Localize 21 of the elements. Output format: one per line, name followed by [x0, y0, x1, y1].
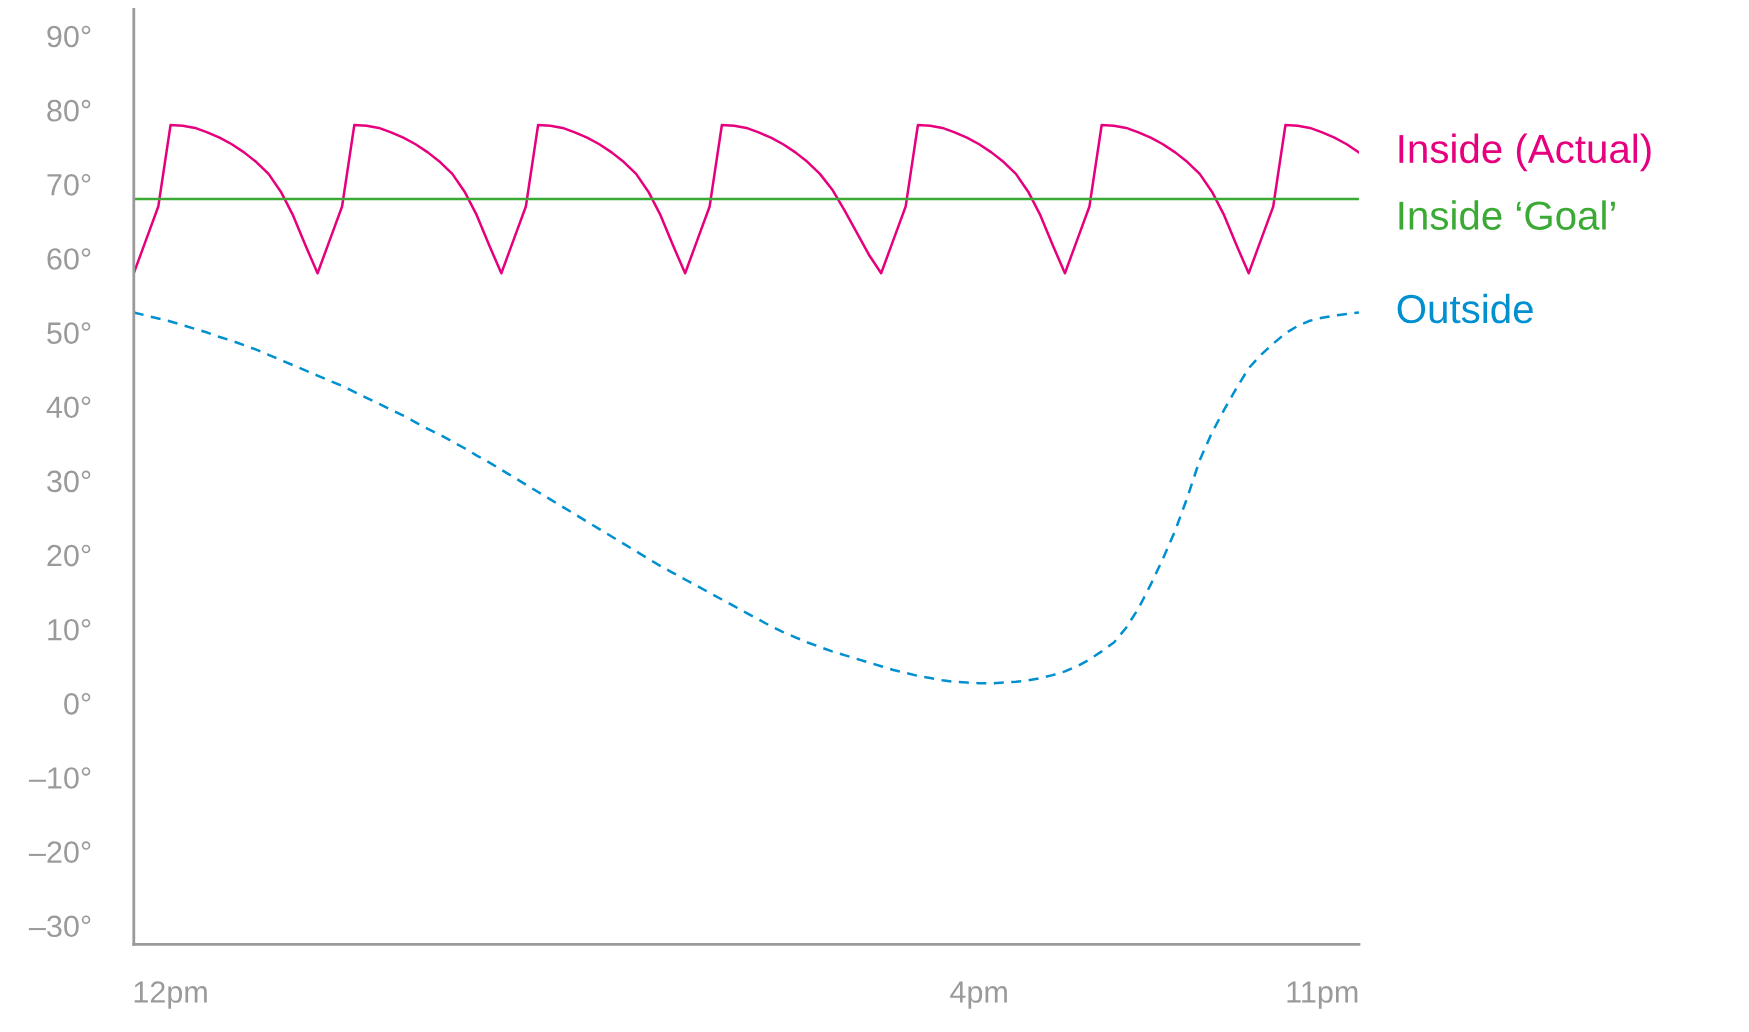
series-label: Inside (Actual)	[1399, 133, 1651, 172]
y-tick-label: 90°	[47, 25, 91, 48]
x-tick-label: 4pm	[950, 981, 1007, 1009]
ref-line-label: Inside ‘Goal’	[1399, 200, 1615, 230]
x-tick-label: 12pm	[134, 981, 207, 1009]
y-tick-label: 60°	[47, 248, 91, 270]
y-tick-label: 40°	[46, 396, 91, 419]
y-tick-label: 30°	[47, 470, 91, 493]
y-tick-label: 50°	[47, 322, 91, 344]
y-tick-label: 0°	[64, 693, 91, 715]
line-series	[133, 311, 1359, 685]
y-tick-label: –10°	[28, 767, 91, 789]
x-tick-label: 11pm	[1287, 981, 1358, 1009]
series-label: Outside	[1397, 293, 1533, 324]
y-tick-label: 80°	[47, 99, 91, 122]
y-tick-label: 70°	[47, 174, 91, 196]
y-tick-label: 10°	[48, 618, 91, 641]
y-tick-label: –20°	[28, 841, 91, 863]
y-tick-label: 20°	[47, 544, 91, 567]
line-series	[133, 123, 1359, 275]
y-tick-label: –30°	[28, 915, 91, 938]
